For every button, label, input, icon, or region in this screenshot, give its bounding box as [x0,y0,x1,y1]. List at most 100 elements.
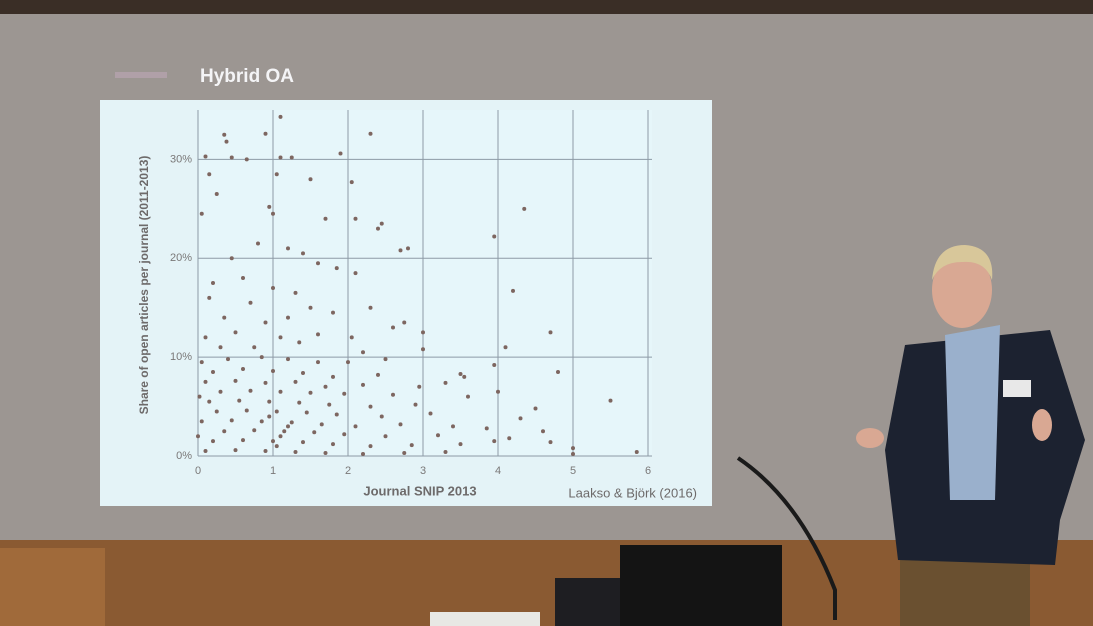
point [200,360,204,364]
y-tick-label: 10% [170,351,192,363]
point [222,429,226,433]
point [234,330,238,334]
point [369,444,373,448]
point [369,132,373,136]
point [492,363,496,367]
point [211,439,215,443]
point [519,416,523,420]
x-tick-label: 1 [270,465,276,477]
point [316,261,320,265]
point [511,289,515,293]
plot-area [198,110,652,456]
slide-title: Hybrid OA [200,66,294,87]
point [492,235,496,239]
point [234,448,238,452]
point [331,442,335,446]
point [294,380,298,384]
point [249,301,253,305]
point [286,424,290,428]
point [354,217,358,221]
annotation: Laakso & Björk (2016) [568,485,697,500]
y-tick-label: 20% [170,252,192,264]
point [402,321,406,325]
point [207,172,211,176]
point [204,449,208,453]
point [252,428,256,432]
point [196,434,200,438]
point [264,321,268,325]
point [361,383,365,387]
point [241,276,245,280]
point [459,442,463,446]
point [297,340,301,344]
point [369,405,373,409]
point [286,316,290,320]
point [204,335,208,339]
point [260,419,264,423]
point [522,207,526,211]
point [279,434,283,438]
point [399,248,403,252]
shirt [945,325,1000,500]
point [421,330,425,334]
point [331,311,335,315]
point [279,390,283,394]
x-tick-label: 0 [195,465,201,477]
point [275,444,279,448]
point [384,357,388,361]
hand [856,428,884,448]
desk [0,548,105,626]
paper [430,612,540,626]
point [249,389,253,393]
point [215,410,219,414]
point [451,424,455,428]
point [331,375,335,379]
point [444,381,448,385]
point [346,360,350,364]
point [245,157,249,161]
point [549,440,553,444]
point [380,414,384,418]
point [234,379,238,383]
point [219,390,223,394]
point [309,177,313,181]
point [226,357,230,361]
point [414,403,418,407]
point [342,432,346,436]
point [215,192,219,196]
point [391,325,395,329]
point [260,355,264,359]
point [264,381,268,385]
point [361,452,365,456]
point [534,407,538,411]
point [309,391,313,395]
point [320,422,324,426]
point [222,316,226,320]
x-tick-label: 2 [345,465,351,477]
y-tick-label: 30% [170,153,192,165]
point [436,433,440,437]
point [297,401,301,405]
point [225,140,229,144]
point [417,385,421,389]
point [369,306,373,310]
point [279,335,283,339]
point [290,420,294,424]
point [222,133,226,137]
point [492,439,496,443]
name-badge [1003,380,1031,397]
point [571,446,575,450]
point [459,372,463,376]
point [391,393,395,397]
point [549,330,553,334]
point [335,412,339,416]
point [290,155,294,159]
point [275,172,279,176]
point [294,450,298,454]
point [264,132,268,136]
point [219,345,223,349]
point [380,222,384,226]
point [376,373,380,377]
point [294,291,298,295]
point [230,256,234,260]
